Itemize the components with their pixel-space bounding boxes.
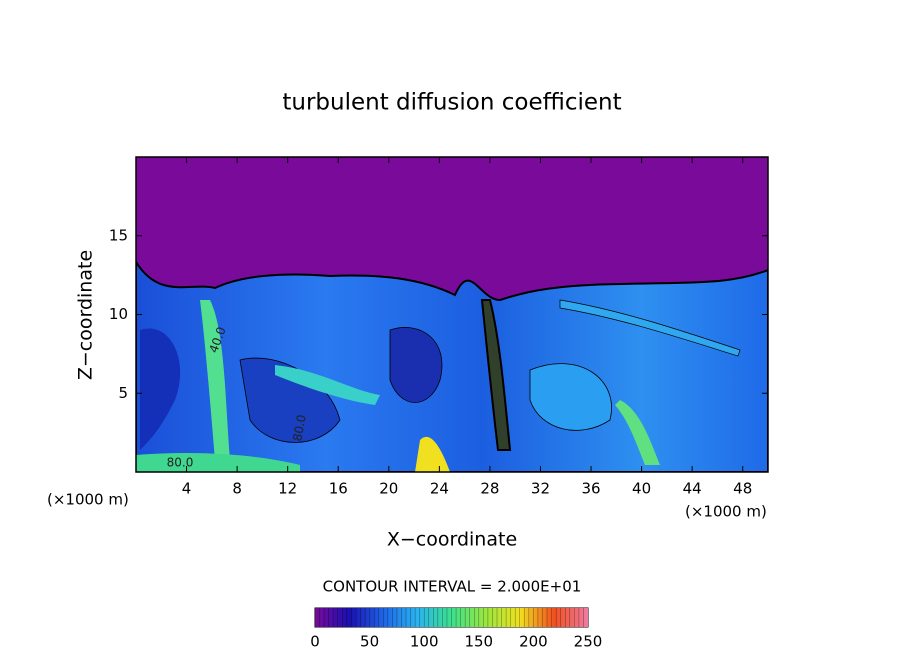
- field: [136, 157, 768, 472]
- colorbar-tick-label: 150: [464, 633, 493, 651]
- x-tick-label: 20: [379, 480, 398, 498]
- colorbar-tick-label: 100: [410, 633, 439, 651]
- y-tick-label: 15: [109, 226, 128, 244]
- y-axis-label: Z−coordinate: [75, 250, 97, 380]
- colorbar-tick-label: 50: [360, 633, 379, 651]
- colorbar-tick-label: 0: [310, 633, 320, 651]
- x-unit: (×1000 m): [685, 503, 767, 521]
- contour-label: 80.0: [167, 456, 194, 470]
- x-tick-label: 40: [632, 480, 651, 498]
- contour-note: CONTOUR INTERVAL = 2.000E+01: [323, 578, 582, 596]
- x-tick-label: 36: [581, 480, 600, 498]
- x-tick-label: 4: [182, 480, 192, 498]
- x-tick-label: 32: [531, 480, 550, 498]
- x-tick-label: 28: [480, 480, 499, 498]
- x-tick-label: 8: [232, 480, 242, 498]
- x-axis-label: X−coordinate: [387, 529, 517, 551]
- y-tick-label: 5: [118, 384, 128, 402]
- x-tick-label: 16: [329, 480, 348, 498]
- contour-label: 80.0: [290, 414, 308, 443]
- chart-title: turbulent diffusion coefficient: [282, 90, 621, 116]
- y-tick-label: 10: [109, 305, 128, 323]
- x-tick-label: 12: [278, 480, 297, 498]
- x-tick-label: 48: [733, 480, 752, 498]
- x-tick-label: 44: [683, 480, 702, 498]
- x-unit: (×1000 m): [47, 491, 129, 509]
- colorbar-tick-label: 200: [519, 633, 548, 651]
- colorbar-tick-label: 250: [574, 633, 603, 651]
- x-tick-label: 24: [430, 480, 449, 498]
